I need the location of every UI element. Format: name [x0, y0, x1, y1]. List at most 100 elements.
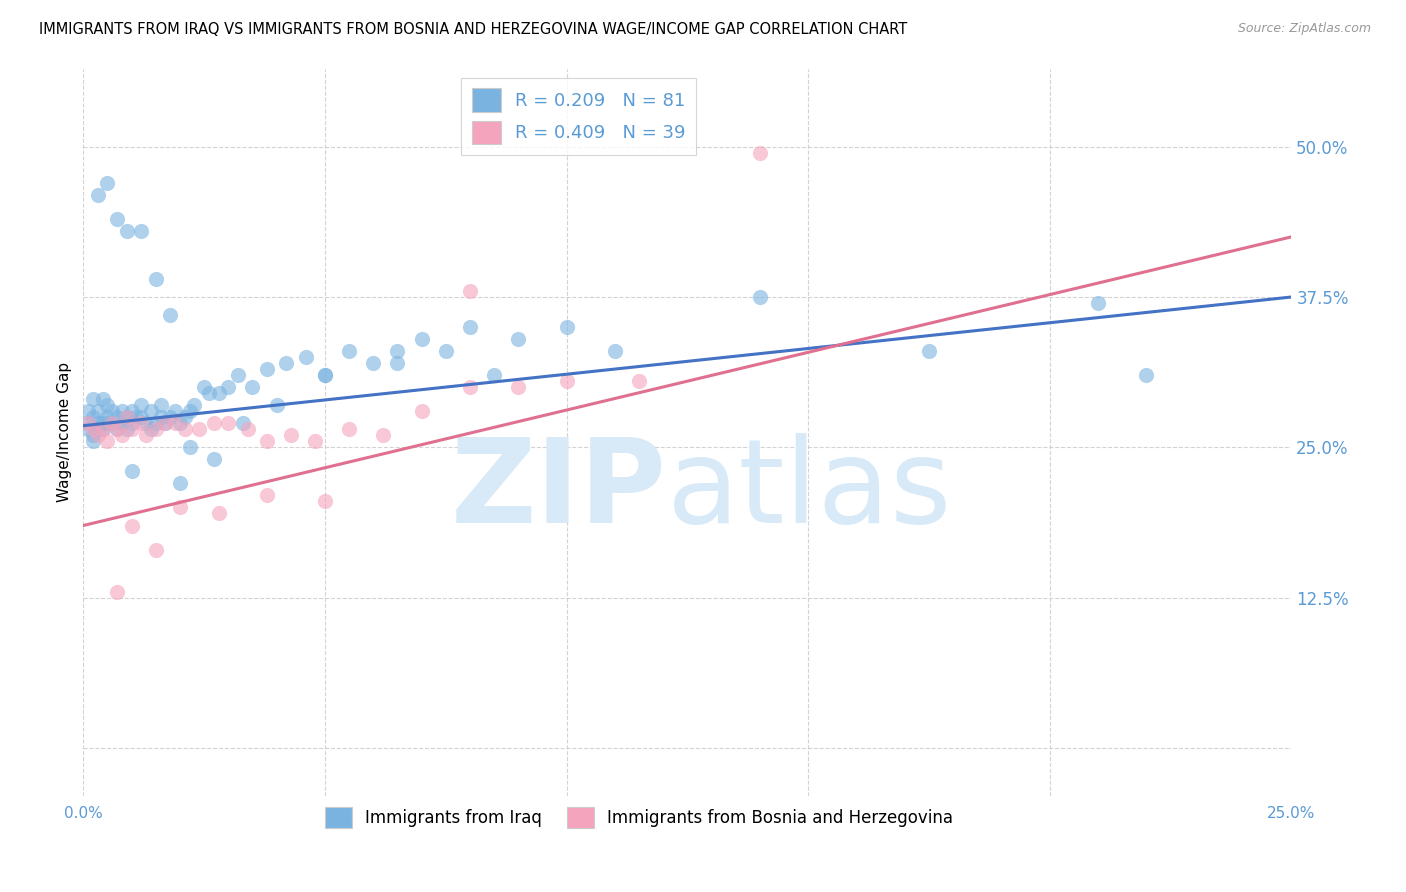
Point — [129, 410, 152, 425]
Point — [91, 422, 114, 436]
Point — [105, 422, 128, 436]
Point — [87, 404, 110, 418]
Point — [129, 398, 152, 412]
Point — [198, 386, 221, 401]
Point — [149, 410, 172, 425]
Point — [179, 440, 201, 454]
Point — [82, 422, 104, 436]
Point — [508, 332, 530, 346]
Point — [91, 417, 114, 431]
Point — [361, 356, 384, 370]
Point — [77, 417, 100, 431]
Point — [101, 404, 124, 418]
Point — [387, 356, 409, 370]
Point — [77, 422, 100, 436]
Point — [748, 290, 770, 304]
Point — [458, 320, 481, 334]
Point — [87, 428, 110, 442]
Point — [111, 404, 134, 418]
Point — [1087, 296, 1109, 310]
Point — [165, 404, 187, 418]
Point — [77, 417, 100, 431]
Point — [82, 392, 104, 407]
Point — [96, 410, 118, 425]
Point — [125, 410, 148, 425]
Point — [256, 362, 278, 376]
Point — [96, 176, 118, 190]
Point — [173, 410, 195, 425]
Point — [555, 374, 578, 388]
Point — [135, 417, 157, 431]
Point — [105, 422, 128, 436]
Point — [603, 344, 626, 359]
Point — [149, 398, 172, 412]
Point — [121, 422, 143, 436]
Point — [627, 374, 650, 388]
Point — [1135, 368, 1157, 383]
Point — [115, 224, 138, 238]
Point — [87, 187, 110, 202]
Point — [155, 417, 177, 431]
Point — [207, 386, 229, 401]
Point — [105, 584, 128, 599]
Point — [155, 417, 177, 431]
Point — [82, 434, 104, 449]
Point — [96, 434, 118, 449]
Point — [173, 422, 195, 436]
Point — [387, 344, 409, 359]
Point — [918, 344, 941, 359]
Point — [145, 422, 167, 436]
Text: atlas: atlas — [666, 433, 952, 548]
Point — [179, 404, 201, 418]
Point — [202, 417, 225, 431]
Point — [202, 452, 225, 467]
Point — [82, 428, 104, 442]
Point — [87, 422, 110, 436]
Point — [139, 422, 162, 436]
Point — [105, 211, 128, 226]
Text: IMMIGRANTS FROM IRAQ VS IMMIGRANTS FROM BOSNIA AND HERZEGOVINA WAGE/INCOME GAP C: IMMIGRANTS FROM IRAQ VS IMMIGRANTS FROM … — [39, 22, 908, 37]
Point — [256, 434, 278, 449]
Point — [314, 368, 336, 383]
Point — [121, 518, 143, 533]
Point — [555, 320, 578, 334]
Point — [226, 368, 249, 383]
Point — [169, 476, 191, 491]
Point — [82, 410, 104, 425]
Point — [314, 368, 336, 383]
Point — [115, 422, 138, 436]
Point — [121, 404, 143, 418]
Point — [183, 398, 205, 412]
Point — [188, 422, 211, 436]
Point — [139, 404, 162, 418]
Point — [217, 417, 239, 431]
Point — [193, 380, 215, 394]
Point — [129, 417, 152, 431]
Point — [111, 417, 134, 431]
Point — [91, 422, 114, 436]
Point — [217, 380, 239, 394]
Point — [96, 398, 118, 412]
Point — [508, 380, 530, 394]
Point — [165, 417, 187, 431]
Point — [256, 488, 278, 502]
Point — [337, 344, 360, 359]
Point — [411, 404, 433, 418]
Point — [411, 332, 433, 346]
Point — [748, 145, 770, 160]
Point — [115, 410, 138, 425]
Point — [159, 308, 181, 322]
Point — [232, 417, 254, 431]
Point — [242, 380, 264, 394]
Point — [159, 410, 181, 425]
Point — [145, 272, 167, 286]
Point — [304, 434, 326, 449]
Point — [121, 417, 143, 431]
Point — [434, 344, 457, 359]
Point — [111, 428, 134, 442]
Point — [145, 542, 167, 557]
Point — [482, 368, 505, 383]
Point — [121, 464, 143, 478]
Point — [371, 428, 394, 442]
Point — [105, 410, 128, 425]
